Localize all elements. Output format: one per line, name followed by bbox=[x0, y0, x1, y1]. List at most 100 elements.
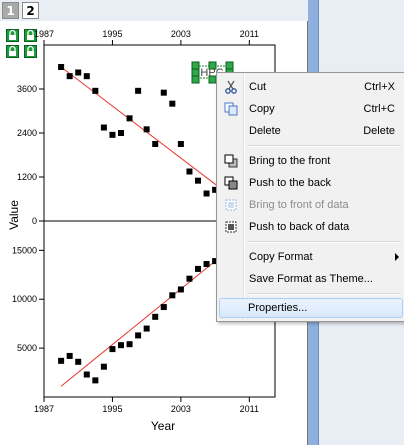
y-tick-label: 15000 bbox=[12, 245, 37, 255]
menu-separator bbox=[247, 293, 401, 295]
data-point bbox=[177, 141, 184, 147]
data-point bbox=[152, 141, 159, 147]
menu-item-label: Cut bbox=[249, 81, 267, 93]
data-point bbox=[100, 124, 107, 131]
y-tick-label: 1200 bbox=[17, 172, 37, 182]
menu-item-properties[interactable]: Properties... bbox=[219, 298, 403, 318]
data-point bbox=[212, 258, 219, 265]
submenu-arrow-icon bbox=[395, 253, 399, 261]
data-point bbox=[160, 89, 167, 96]
menu-item-label: Bring to the front bbox=[249, 155, 331, 167]
menu-item-label: Push to back of data bbox=[249, 221, 350, 233]
data-point bbox=[100, 363, 107, 370]
menu-item-shortcut: Delete bbox=[363, 125, 395, 137]
menu-item-copy[interactable]: Copy Ctrl+C bbox=[219, 99, 403, 119]
data-point bbox=[203, 190, 210, 197]
data-point bbox=[186, 275, 193, 282]
data-point bbox=[66, 352, 73, 359]
menu-item-push-to-back-of-data[interactable]: Push to back of data bbox=[219, 217, 403, 237]
data-point bbox=[169, 292, 176, 299]
y-tick-label: 0 bbox=[32, 216, 37, 226]
menu-item-label: Copy Format bbox=[249, 251, 313, 263]
y-tick-label: 5000 bbox=[17, 343, 37, 353]
x-axis-title: Year bbox=[151, 419, 175, 433]
resize-handle[interactable] bbox=[191, 75, 200, 84]
menu-item-cut[interactable]: Cut Ctrl+X bbox=[219, 77, 403, 97]
y-axis-title: Value bbox=[7, 200, 21, 230]
resize-handle[interactable] bbox=[191, 68, 200, 77]
resize-handle[interactable] bbox=[225, 61, 234, 70]
menu-item-label: Properties... bbox=[248, 302, 308, 314]
data-point bbox=[212, 186, 219, 193]
data-point bbox=[169, 100, 176, 107]
menu-item-shortcut: Ctrl+X bbox=[364, 81, 395, 93]
data-point bbox=[109, 346, 116, 353]
resize-handle[interactable] bbox=[191, 61, 200, 70]
data-point bbox=[75, 69, 82, 76]
graph-plot-area[interactable]: 1987 1995 2003 2011 0 1200 2400 3600 1987 1995 20… bbox=[0, 0, 307, 445]
copy-icon bbox=[224, 102, 238, 116]
data-point bbox=[203, 261, 210, 268]
menu-item-save-format-as-theme[interactable]: Save Format as Theme... bbox=[219, 269, 403, 289]
data-point bbox=[83, 73, 90, 80]
layer-tab-2[interactable]: 2 bbox=[22, 2, 39, 19]
data-point bbox=[75, 358, 82, 365]
push-to-back-icon bbox=[224, 176, 238, 190]
layer-lock-icon[interactable] bbox=[6, 45, 19, 58]
data-point bbox=[195, 265, 201, 272]
y-tick-label: 2400 bbox=[17, 128, 37, 138]
menu-item-label: Copy bbox=[249, 103, 275, 115]
bring-to-front-of-data-icon bbox=[225, 199, 237, 211]
data-point bbox=[66, 73, 73, 80]
data-point bbox=[109, 131, 116, 138]
bring-to-front-icon bbox=[224, 154, 238, 168]
menu-item-copy-format[interactable]: Copy Format bbox=[219, 247, 403, 267]
data-point bbox=[143, 325, 150, 332]
layer-lock-icon[interactable] bbox=[24, 45, 37, 58]
data-point bbox=[177, 286, 184, 293]
menu-item-push-to-back[interactable]: Push to the back bbox=[219, 173, 403, 193]
data-point bbox=[118, 130, 124, 136]
data-point bbox=[195, 177, 201, 184]
data-point bbox=[160, 304, 167, 311]
data-point bbox=[135, 332, 142, 339]
data-point bbox=[135, 87, 142, 94]
menu-item-label: Push to the back bbox=[249, 177, 331, 189]
y-tick-label: 10000 bbox=[12, 294, 37, 304]
top-x-tick-label: 2011 bbox=[240, 29, 259, 39]
menu-item-shortcut: Ctrl+C bbox=[363, 103, 395, 115]
menu-item-label: Delete bbox=[249, 125, 281, 137]
push-to-back-of-data-icon bbox=[225, 221, 237, 233]
bottom-x-tick-label: 2011 bbox=[240, 404, 259, 414]
data-point bbox=[92, 377, 99, 384]
data-point bbox=[118, 342, 124, 349]
layer-lock-icon[interactable] bbox=[24, 29, 37, 42]
data-point bbox=[143, 126, 150, 133]
top-x-tick-label: 2003 bbox=[171, 29, 191, 39]
bottom-x-tick-label: 2003 bbox=[171, 404, 191, 414]
scissors-icon bbox=[225, 80, 237, 94]
top-x-tick-label: 1995 bbox=[102, 29, 122, 39]
menu-item-bring-to-front-of-data[interactable]: Bring to front of data bbox=[219, 195, 403, 215]
resize-handle[interactable] bbox=[208, 75, 217, 84]
bottom-x-tick-label: 1987 bbox=[34, 404, 54, 414]
bottom-x-tick-label: 1995 bbox=[102, 404, 122, 414]
data-point bbox=[58, 357, 65, 364]
y-tick-label: 3600 bbox=[17, 84, 37, 94]
menu-item-label: Bring to front of data bbox=[249, 199, 349, 211]
data-point bbox=[58, 64, 65, 70]
data-point bbox=[152, 313, 159, 320]
menu-separator bbox=[247, 145, 401, 147]
data-point bbox=[92, 87, 99, 94]
layer-tab-1[interactable]: 1 bbox=[2, 2, 19, 19]
menu-item-delete[interactable]: Delete Delete bbox=[219, 121, 403, 141]
resize-handle[interactable] bbox=[208, 61, 217, 70]
layer-lock-icon[interactable] bbox=[6, 29, 19, 42]
data-point bbox=[186, 168, 193, 175]
menu-item-label: Save Format as Theme... bbox=[249, 273, 373, 285]
top-x-tick-label: 1987 bbox=[34, 29, 54, 39]
menu-item-bring-to-front[interactable]: Bring to the front bbox=[219, 151, 403, 171]
data-point bbox=[83, 371, 90, 378]
context-menu: Cut Ctrl+X Copy Ctrl+C Delete Delete Bri… bbox=[216, 72, 404, 322]
data-point bbox=[126, 341, 133, 348]
